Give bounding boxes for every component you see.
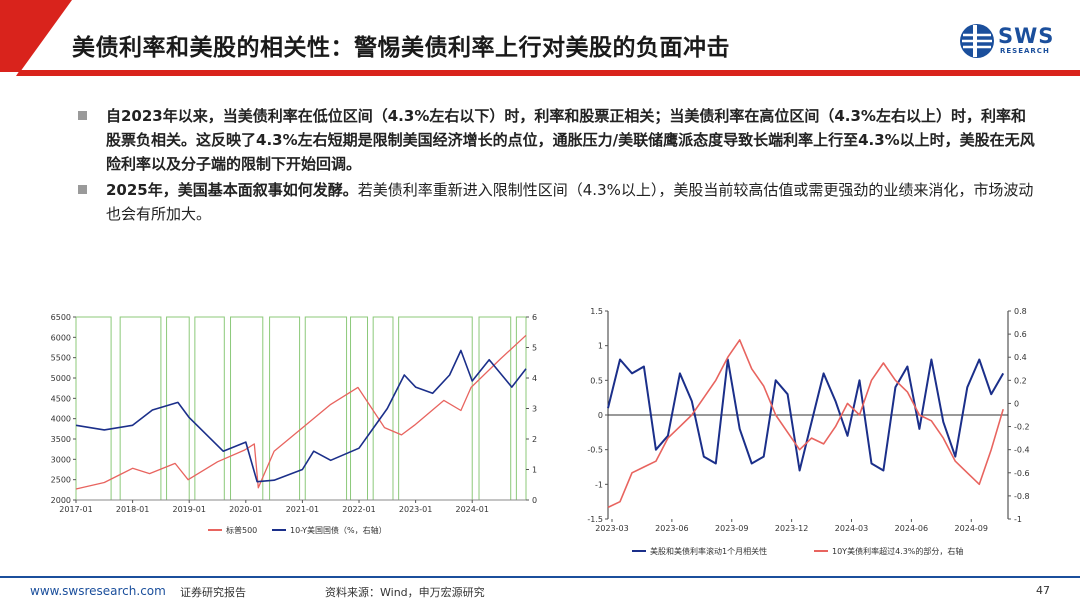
y-left-tick-label: -1 — [595, 480, 603, 489]
x-tick-label: 2024-06 — [895, 524, 928, 533]
page-number: 47 — [1036, 584, 1050, 597]
y-right-tick-label: 4 — [532, 374, 537, 383]
x-tick-label: 2023-01 — [399, 505, 432, 514]
x-tick-label: 2018-01 — [116, 505, 149, 514]
y-right-tick-label: -0.8 — [1014, 492, 1030, 501]
chart-sp500-vs-10y: 2000 2500 3000 3500 4000 4500 5000 5500 6000 6500… — [51, 313, 537, 535]
x-tick-label: 2023-03 — [595, 524, 628, 533]
y-left-tick-label: 1 — [598, 342, 603, 351]
bullet-bold-text: 自2023年以来，当美债利率在低位区间（4.3%左右以下）时，利率和股票正相关；… — [106, 107, 1035, 173]
y-left-tick-label: 2000 — [51, 496, 71, 505]
slide-footer: www.swsresearch.com 证券研究报告 资料来源：Wind，申万宏… — [0, 576, 1080, 608]
x-tick-label: 2023-09 — [715, 524, 748, 533]
y-left-tick-label: 6000 — [51, 333, 71, 342]
bullet-bold-text: 2025年，美国基本面叙事如何发酵。 — [106, 181, 358, 199]
legend-label: 美股和美债利率滚动1个月相关性 — [650, 546, 767, 556]
shaded-period — [478, 316, 512, 501]
y-left-tick-label: 5500 — [51, 354, 71, 363]
bullet-text: 若美债利率重新进入限制性区间（4.3%以上），美股当前较高估值或需更强劲的业绩来… — [106, 181, 1034, 223]
y-right-tick-label: -0.4 — [1014, 446, 1030, 455]
x-tick-label: 2022-01 — [342, 505, 375, 514]
y-right-tick-label: 2 — [532, 435, 537, 444]
legend-label: 标普500 — [226, 525, 257, 535]
footer-report-label: 证券研究报告 — [180, 586, 246, 599]
bullet-list: 自2023年以来，当美债利率在低位区间（4.3%左右以下）时，利率和股票正相关；… — [78, 104, 1038, 228]
y-right-tick-label: -0.6 — [1014, 469, 1030, 478]
x-tick-label: 2024-01 — [456, 505, 489, 514]
y-right-tick-label: 5 — [532, 344, 537, 353]
y-left-tick-label: 6500 — [51, 313, 71, 322]
legend-label: 10Y美债利率超过4.3%的部分，右轴 — [832, 546, 963, 556]
shaded-period — [515, 316, 527, 501]
shaded-period — [75, 316, 112, 501]
bullet-square-icon — [78, 111, 87, 120]
y-left-tick-label: 1.5 — [590, 307, 603, 316]
header-accent — [0, 0, 1080, 76]
x-tick-label: 2023-12 — [775, 524, 808, 533]
footer-rule — [0, 576, 1080, 578]
x-tick-label: 2024-03 — [835, 524, 868, 533]
shaded-period — [166, 316, 190, 501]
bullet-square-icon — [78, 185, 87, 194]
x-tick-label: 2024-09 — [955, 524, 988, 533]
chart-correlation: -1.5 -1 -0.5 0 0.5 1 1.5 -1 -0.8 -0.6 -0.4 -0.2 0 0.2… — [587, 307, 1030, 556]
footer-source: 资料来源：Wind，申万宏源研究 — [325, 586, 485, 599]
y-left-tick-label: 3500 — [51, 435, 71, 444]
y-right-tick-label: -0.2 — [1014, 423, 1030, 432]
y-right-tick-label: -1 — [1014, 515, 1022, 524]
shaded-period — [372, 316, 394, 501]
red-corner-shape — [0, 0, 72, 72]
y-right-tick-label: 0.2 — [1014, 376, 1027, 385]
y-right-tick-label: 0 — [1014, 399, 1019, 408]
shaded-period — [230, 316, 264, 501]
y-left-tick-label: 5000 — [51, 374, 71, 383]
y-left-tick-label: 4500 — [51, 394, 71, 403]
y-right-tick-label: 6 — [532, 313, 537, 322]
x-tick-label: 2020-01 — [229, 505, 262, 514]
y-left-tick-label: 3000 — [51, 455, 71, 464]
footer-website-link[interactable]: www.swsresearch.com — [30, 584, 166, 598]
y-right-tick-label: 0 — [532, 496, 537, 505]
x-tick-label: 2023-06 — [655, 524, 688, 533]
y-left-tick-label: 0.5 — [590, 376, 603, 385]
page-title: 美债利率和美股的相关性：警惕美债利率上行对美股的负面冲击 — [72, 35, 730, 61]
y-right-tick-label: 0.4 — [1014, 353, 1027, 362]
x-tick-label: 2021-01 — [286, 505, 319, 514]
y-left-tick-label: 4000 — [51, 415, 71, 424]
series-line-2 — [607, 339, 1004, 509]
series-line-1 — [607, 358, 1005, 472]
logo-text: SWS — [998, 24, 1055, 48]
shaded-period — [350, 316, 369, 501]
sws-logo: SWS RESEARCH — [958, 22, 1068, 58]
series-line-2 — [75, 349, 527, 483]
y-left-tick-label: -1.5 — [587, 515, 603, 524]
y-left-tick-label: 2500 — [51, 476, 71, 485]
series-line-1 — [75, 334, 527, 490]
y-right-tick-label: 0.8 — [1014, 307, 1027, 316]
logo-subtext: RESEARCH — [1000, 47, 1050, 55]
x-tick-label: 2017-01 — [59, 505, 92, 514]
y-left-tick-label: -0.5 — [587, 446, 603, 455]
y-left-tick-label: 0 — [598, 411, 603, 420]
x-tick-label: 2019-01 — [172, 505, 205, 514]
bullet-item: 自2023年以来，当美债利率在低位区间（4.3%左右以下）时，利率和股票正相关；… — [78, 104, 1038, 176]
y-right-tick-label: 3 — [532, 405, 537, 414]
header-red-rule — [16, 70, 1080, 76]
sws-globe-icon — [960, 24, 994, 58]
legend-label: 10-Y美国国债（%，右轴） — [290, 525, 387, 535]
y-right-tick-label: 0.6 — [1014, 330, 1027, 339]
bullet-item: 2025年，美国基本面叙事如何发酵。若美债利率重新进入限制性区间（4.3%以上）… — [78, 178, 1038, 226]
y-right-tick-label: 1 — [532, 466, 537, 475]
slide-header: 美债利率和美股的相关性：警惕美债利率上行对美股的负面冲击 SWS RESEARC… — [0, 0, 1080, 80]
